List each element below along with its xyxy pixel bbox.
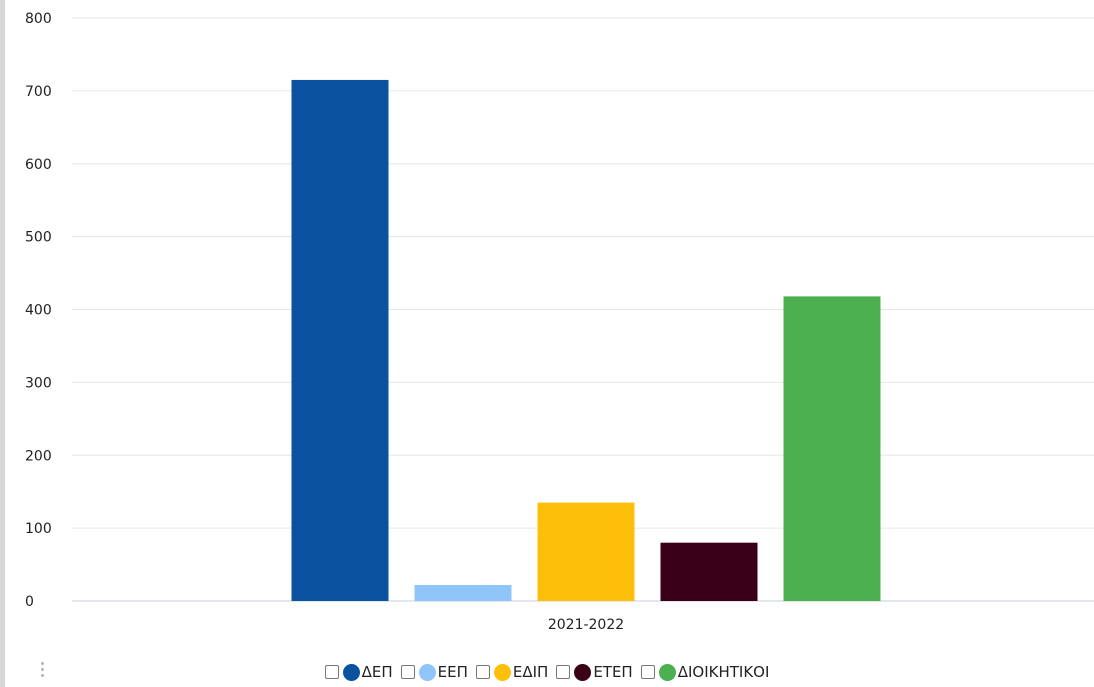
y-tick-label: 700 (25, 84, 52, 100)
chart-legend: ΔΕΠ ΕΕΠ ΕΔΙΠ ΕΤΕΠ ΔΙΟΙΚΗΤΙΚΟΙ (0, 663, 1094, 681)
x-axis-ticks: 2021-2022 (548, 617, 624, 633)
legend-checkbox[interactable] (400, 665, 415, 679)
legend-checkbox[interactable] (640, 665, 655, 679)
bar-chart: 0 100 200 300 400 500 600 700 800 2021-2022 (25, 11, 1094, 633)
legend-item-4[interactable]: ΔΙΟΙΚΗΤΙΚΟΙ (640, 663, 770, 681)
legend-label: ΕΔΙΠ (512, 663, 549, 681)
legend-label: ΕΕΠ (437, 663, 468, 681)
grid-lines (72, 17, 1094, 602)
bar-3[interactable] (660, 542, 758, 601)
legend-item-3[interactable]: ΕΤΕΠ (556, 663, 633, 681)
legend-label: ΕΤΕΠ (593, 663, 633, 681)
x-tick-label: 2021-2022 (548, 617, 624, 633)
y-tick-label: 500 (25, 230, 52, 246)
y-axis-ticks: 0 100 200 300 400 500 600 700 800 (25, 11, 52, 610)
y-tick-label: 600 (25, 157, 52, 173)
legend-item-1[interactable]: ΕΕΠ (400, 663, 468, 681)
y-tick-label: 200 (25, 448, 52, 464)
bar-4[interactable] (783, 296, 881, 601)
legend-label: ΔΕΠ (361, 663, 393, 681)
legend-checkbox[interactable] (475, 665, 490, 679)
bar-2[interactable] (537, 502, 635, 601)
legend-label: ΔΙΟΙΚΗΤΙΚΟΙ (677, 663, 770, 681)
legend-checkbox[interactable] (556, 665, 571, 679)
bar-0[interactable] (291, 79, 389, 602)
y-tick-label: 400 (25, 303, 52, 319)
left-border (0, 0, 5, 687)
bar-1[interactable] (414, 584, 512, 601)
bars (291, 79, 881, 602)
legend-swatch (574, 663, 592, 681)
vertical-dots-icon[interactable] (40, 662, 46, 684)
legend-item-0[interactable]: ΔΕΠ (324, 663, 393, 681)
y-tick-label: 100 (25, 521, 52, 537)
legend-item-2[interactable]: ΕΔΙΠ (475, 663, 549, 681)
y-tick-label: 0 (25, 594, 34, 610)
legend-swatch (658, 663, 676, 681)
legend-swatch (418, 663, 436, 681)
legend-checkbox[interactable] (324, 665, 339, 679)
legend-swatch (493, 663, 511, 681)
legend-swatch (342, 663, 360, 681)
y-tick-label: 800 (25, 11, 52, 27)
y-tick-label: 300 (25, 375, 52, 391)
